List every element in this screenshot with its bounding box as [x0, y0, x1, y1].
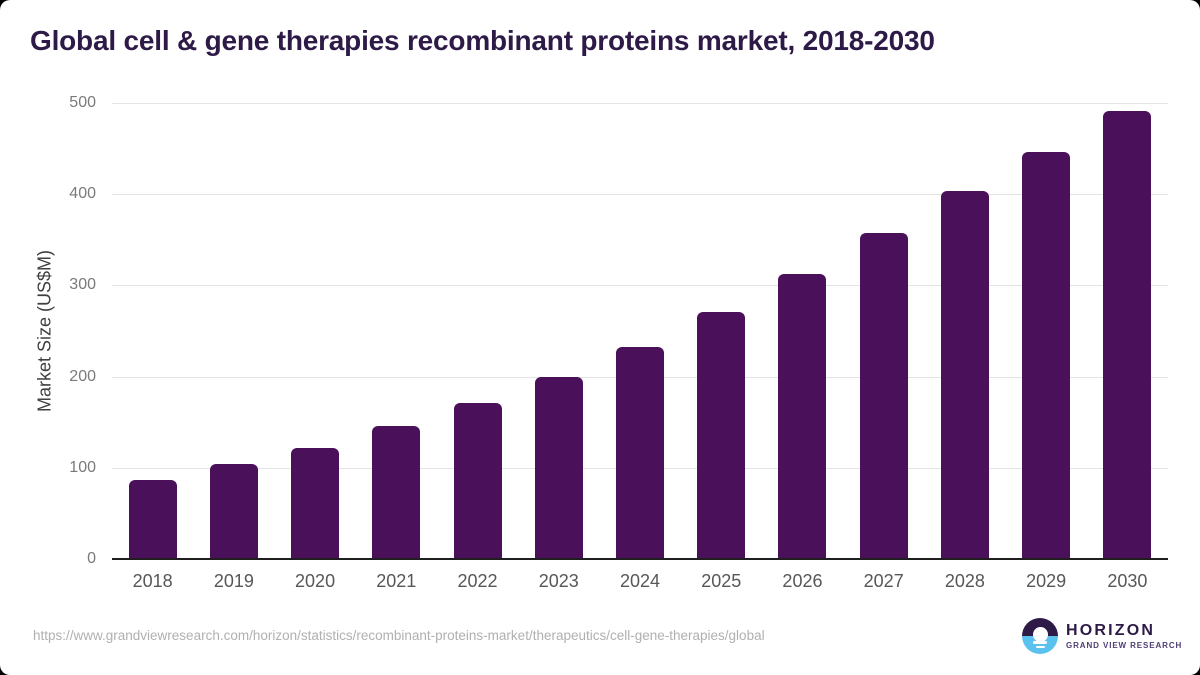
bar-2030	[1103, 111, 1152, 559]
x-label-2028: 2028	[944, 571, 985, 591]
y-tick-500: 500	[69, 94, 96, 111]
y-tick-0: 0	[87, 550, 96, 567]
horizon-logo: HORIZON GRAND VIEW RESEARCH	[1022, 618, 1182, 654]
x-label-2024: 2024	[619, 571, 661, 591]
y-tick-400: 400	[69, 185, 96, 203]
bar-2024	[616, 347, 664, 559]
bar-2029	[1022, 152, 1071, 559]
sun-circle	[1032, 626, 1048, 642]
x-label-2018: 2018	[132, 571, 173, 591]
gridline-500	[112, 103, 1168, 104]
logo-brand: HORIZON	[1066, 621, 1156, 639]
source-url: https://www.grandviewresearch.com/horizo…	[33, 628, 765, 643]
x-label-2019: 2019	[213, 571, 254, 591]
horizon-sunrise-icon	[1022, 618, 1058, 654]
bar-2020	[291, 447, 340, 559]
bar-2025	[697, 311, 746, 559]
bar-2026	[778, 273, 827, 559]
logo-sub-brand: GRAND VIEW RESEARCH	[1066, 641, 1183, 651]
bar-2028	[940, 191, 989, 559]
gridline-300	[112, 285, 1168, 287]
x-label-2025: 2025	[701, 571, 742, 591]
logo-text: HORIZON GRAND VIEW RESEARCH	[1066, 622, 1182, 651]
x-label-2030: 2030	[1107, 571, 1148, 591]
bar-2023	[534, 376, 583, 559]
y-tick-200: 200	[69, 367, 96, 385]
x-axis-line	[112, 558, 1168, 560]
x-label-2029: 2029	[1026, 571, 1067, 591]
ripple-line-1	[1033, 641, 1047, 644]
y-tick-100: 100	[69, 458, 96, 476]
y-axis-title: Market Size (US$M)	[34, 249, 55, 413]
bar-2027	[859, 233, 908, 559]
bar-2022	[453, 403, 502, 559]
x-label-2020: 2020	[295, 571, 336, 591]
x-label-2023: 2023	[538, 571, 579, 591]
bar-2019	[209, 464, 258, 559]
bar-2018	[128, 479, 177, 559]
y-tick-300: 300	[69, 276, 96, 294]
x-label-2021: 2021	[376, 571, 417, 591]
x-label-2022: 2022	[457, 571, 498, 591]
x-label-2026: 2026	[782, 571, 823, 591]
plot-area: 0 100 200 300 400 500 2018 2019 2020 2021 2022 2023…	[69, 94, 1168, 591]
chart-title: Global cell & gene therapies recombinant…	[30, 25, 935, 56]
ripple-line-2	[1035, 646, 1045, 648]
x-label-2027: 2027	[863, 571, 904, 591]
gridline-400	[112, 194, 1168, 196]
bar-2021	[372, 425, 421, 559]
